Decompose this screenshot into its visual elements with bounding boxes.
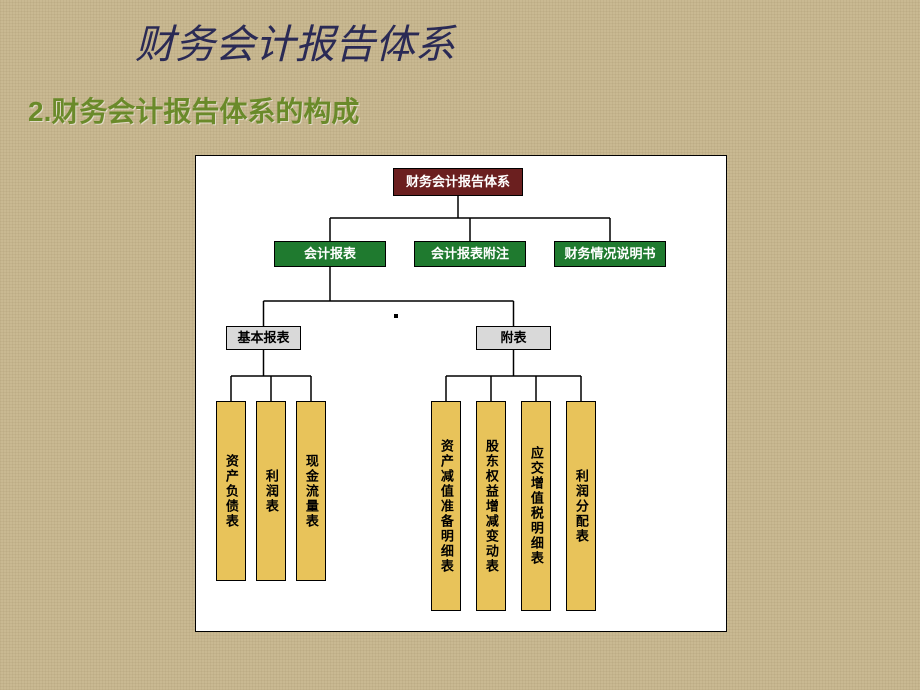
node-c3: 财务情况说明书 bbox=[554, 241, 666, 267]
node-g2: 附表 bbox=[476, 326, 551, 350]
node-l3: 现金流量表 bbox=[296, 401, 326, 581]
node-l2: 利润表 bbox=[256, 401, 286, 581]
node-g1: 基本报表 bbox=[226, 326, 301, 350]
node-l4: 资产减值准备明细表 bbox=[431, 401, 461, 611]
node-l5: 股东权益增减变动表 bbox=[476, 401, 506, 611]
node-l7: 利润分配表 bbox=[566, 401, 596, 611]
node-l6: 应交增值税明细表 bbox=[521, 401, 551, 611]
node-c1: 会计报表 bbox=[274, 241, 386, 267]
org-chart-panel: 财务会计报告体系会计报表 会计报表附注 财务情况说明书基本报表 附表资产负债表利润表现… bbox=[195, 155, 727, 632]
node-root: 财务会计报告体系 bbox=[393, 168, 523, 196]
slide-subtitle: 2.财务会计报告体系的构成 bbox=[28, 90, 359, 130]
node-c2: 会计报表附注 bbox=[414, 241, 526, 267]
node-l1: 资产负债表 bbox=[216, 401, 246, 581]
slide-title: 财务会计报告体系 bbox=[135, 12, 455, 70]
